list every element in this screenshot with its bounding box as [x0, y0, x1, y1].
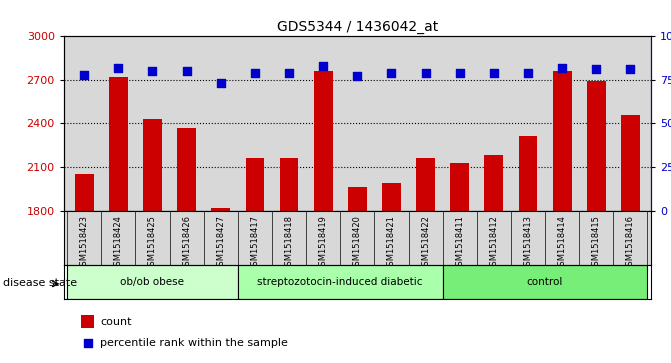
Text: GSM1518425: GSM1518425 [148, 215, 157, 271]
Point [147, 68, 158, 74]
Point [83, 340, 93, 346]
Text: GSM1518422: GSM1518422 [421, 215, 430, 271]
Point [454, 70, 465, 76]
Bar [587, 81, 606, 211]
Bar [314, 71, 333, 211]
Bar [109, 77, 127, 211]
Bar [348, 187, 366, 211]
Point [523, 70, 533, 76]
Bar [416, 158, 435, 211]
Point [181, 68, 192, 74]
Bar [621, 115, 639, 211]
Text: GSM1518414: GSM1518414 [558, 215, 566, 271]
Bar [484, 155, 503, 211]
Text: streptozotocin-induced diabetic: streptozotocin-induced diabetic [258, 277, 423, 287]
Point [250, 70, 260, 76]
Point [591, 66, 602, 72]
Text: GSM1518415: GSM1518415 [592, 215, 601, 271]
Point [318, 63, 329, 69]
Bar [519, 136, 537, 211]
Text: GSM1518419: GSM1518419 [319, 215, 327, 271]
Bar [443, 265, 648, 299]
Title: GDS5344 / 1436042_at: GDS5344 / 1436042_at [276, 20, 438, 34]
Text: GSM1518427: GSM1518427 [216, 215, 225, 271]
Point [625, 66, 635, 72]
Text: GSM1518411: GSM1518411 [455, 215, 464, 271]
Text: GSM1518418: GSM1518418 [285, 215, 293, 271]
Bar [143, 119, 162, 211]
Text: count: count [100, 317, 132, 327]
Text: GSM1518421: GSM1518421 [387, 215, 396, 271]
Bar [450, 163, 469, 211]
Text: GSM1518423: GSM1518423 [80, 215, 89, 271]
Text: GSM1518426: GSM1518426 [182, 215, 191, 271]
Text: disease state: disease state [3, 278, 77, 288]
Point [215, 81, 226, 86]
Point [352, 73, 362, 79]
Text: GSM1518413: GSM1518413 [523, 215, 533, 271]
Point [386, 70, 397, 76]
Point [79, 72, 90, 78]
Bar [81, 315, 94, 328]
Text: percentile rank within the sample: percentile rank within the sample [100, 338, 288, 347]
Point [488, 70, 499, 76]
Text: ob/ob obese: ob/ob obese [121, 277, 185, 287]
Text: GSM1518424: GSM1518424 [114, 215, 123, 271]
Bar [177, 128, 196, 211]
Bar [553, 71, 572, 211]
Bar [280, 158, 299, 211]
Point [557, 65, 568, 70]
Point [284, 70, 295, 76]
Text: GSM1518416: GSM1518416 [626, 215, 635, 271]
Bar [75, 174, 94, 211]
Bar [382, 183, 401, 211]
Text: control: control [527, 277, 563, 287]
Bar [67, 265, 238, 299]
Bar [238, 265, 443, 299]
Text: GSM1518420: GSM1518420 [353, 215, 362, 271]
Point [113, 65, 123, 70]
Text: GSM1518412: GSM1518412 [489, 215, 499, 271]
Bar [211, 208, 230, 211]
Bar [246, 158, 264, 211]
Text: GSM1518417: GSM1518417 [250, 215, 260, 271]
Point [420, 70, 431, 76]
